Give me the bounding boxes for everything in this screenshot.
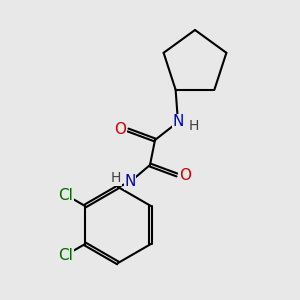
Text: Cl: Cl — [58, 188, 74, 202]
Text: N: N — [172, 115, 184, 130]
Text: N: N — [124, 175, 136, 190]
Text: H: H — [111, 171, 121, 185]
Text: O: O — [179, 167, 191, 182]
Text: H: H — [189, 119, 199, 133]
Text: Cl: Cl — [58, 248, 74, 262]
Text: O: O — [114, 122, 126, 137]
